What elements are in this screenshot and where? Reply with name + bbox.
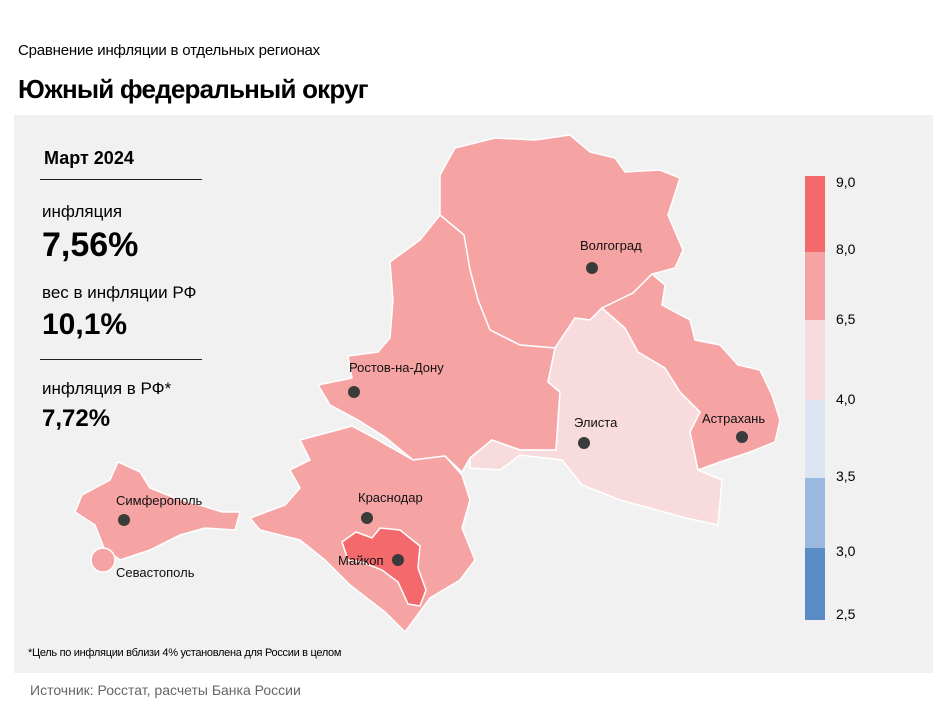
city-label-astrakhan: Астрахань	[702, 411, 765, 426]
legend-band-6-5-8	[805, 252, 825, 320]
rf-inflation-value: 7,72%	[42, 405, 111, 432]
period-label: Март 2024	[44, 148, 134, 168]
city-marker-simferopol	[118, 514, 130, 526]
inflation-value: 7,56%	[42, 226, 139, 264]
inflation-label: инфляция	[42, 202, 123, 221]
legend-band-4-6-5	[805, 320, 825, 400]
chart-subtitle: Сравнение инфляции в отдельных регионах	[18, 42, 320, 59]
legend-tick-6-5: 6,5	[836, 311, 856, 327]
legend-band-2-5-3	[805, 548, 825, 620]
region-adygea	[341, 527, 427, 607]
legend-band-8-9	[805, 176, 825, 252]
region-rostov	[316, 213, 561, 474]
legend-tick-4-0: 4,0	[836, 391, 856, 407]
footnote: *Цель по инфляции вблизи 4% установлена …	[28, 647, 342, 659]
region-crimea	[74, 461, 241, 561]
rf-inflation-label: инфляция в РФ*	[42, 379, 172, 398]
legend-band-3-3-5	[805, 478, 825, 548]
region-astrakhan	[600, 272, 781, 472]
city-label-sevastopol: Севастополь	[116, 565, 195, 580]
chart-title: Южный федеральный округ	[18, 74, 369, 104]
legend-tick-3-0: 3,0	[836, 543, 856, 559]
source-note: Источник: Росстат, расчеты Банка России	[30, 682, 301, 698]
city-label-volgograd: Волгоград	[580, 238, 642, 253]
legend-tick-2-5: 2,5	[836, 606, 856, 622]
city-marker-krasnodar	[361, 512, 373, 524]
city-marker-volgograd	[586, 262, 598, 274]
city-marker-elista	[578, 437, 590, 449]
city-marker-rostov	[348, 386, 360, 398]
legend-band-3-5-4	[805, 400, 825, 478]
city-label-rostov: Ростов-на-Дону	[349, 360, 444, 375]
divider-top	[40, 179, 202, 180]
city-label-maykop: Майкоп	[338, 553, 384, 568]
legend-tick-9-0: 9,0	[836, 174, 856, 190]
region-sevastopol	[90, 547, 116, 573]
divider-bottom	[40, 359, 202, 360]
legend-tick-3-5: 3,5	[836, 468, 856, 484]
region-krasnodar	[248, 425, 476, 634]
city-marker-astrakhan	[736, 431, 748, 443]
weight-value: 10,1%	[42, 308, 128, 341]
city-label-simferopol: Симферополь	[116, 493, 203, 508]
city-marker-maykop	[392, 554, 404, 566]
city-label-elista: Элиста	[574, 415, 618, 430]
legend-tick-8-0: 8,0	[836, 241, 856, 257]
weight-label: вес в инфляции РФ	[42, 283, 197, 302]
city-label-krasnodar: Краснодар	[358, 490, 423, 505]
